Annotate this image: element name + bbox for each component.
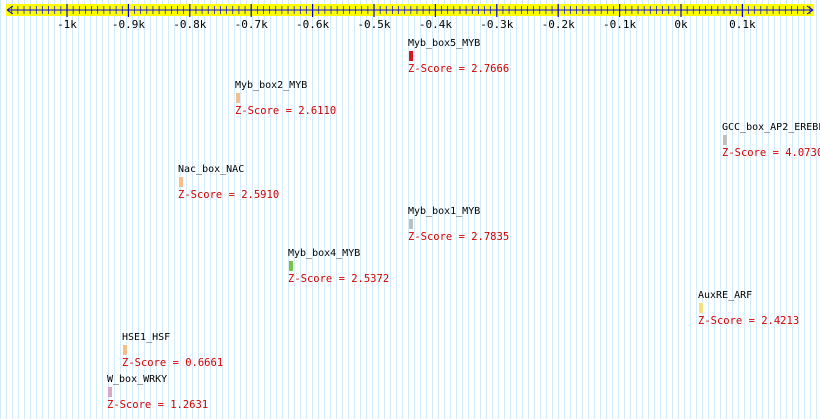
element-score: Z-Score = 4.0730 — [722, 147, 820, 159]
ruler-tick-label: -0.5k — [357, 18, 390, 31]
element-box — [108, 387, 112, 397]
ruler-tick-label: -0.2k — [542, 18, 575, 31]
element-name: GCC_box_AP2_EREBP — [722, 122, 820, 133]
element-name: AuxRE_ARF — [698, 290, 753, 301]
ruler-tick-label: -0.9k — [112, 18, 145, 31]
element-name: Myb_box2_MYB — [235, 80, 308, 91]
element-box — [409, 219, 413, 229]
ruler-major-ticks — [66, 4, 744, 17]
element-box — [699, 303, 703, 313]
element-score: Z-Score = 2.5910 — [178, 189, 280, 201]
element-marker[interactable]: Myb_box1_MYB Z-Score = 2.7835 — [408, 206, 509, 243]
element-marker[interactable]: Myb_box5_MYB Z-Score = 2.7666 — [408, 38, 509, 75]
element-name: W_box_WRKY — [107, 374, 168, 385]
element-box — [236, 93, 240, 103]
element-marker[interactable]: GCC_box_AP2_EREBP Z-Score = 4.0730 — [722, 122, 820, 159]
element-box — [123, 345, 127, 355]
element-name: HSE1_HSF — [122, 332, 171, 343]
ruler-tick-label: 0k — [674, 18, 688, 31]
element-marker[interactable]: HSE1_HSF Z-Score = 0.6661 — [122, 332, 223, 369]
element-marker[interactable]: Nac_box_NAC Z-Score = 2.5910 — [178, 164, 279, 201]
element-name: Myb_box4_MYB — [288, 248, 361, 259]
element-box — [289, 261, 293, 271]
element-box — [409, 51, 413, 61]
element-marker[interactable]: Myb_box2_MYB Z-Score = 2.6110 — [235, 80, 336, 117]
position-ruler: -1k -0.9k -0.8k -0.7k -0.6k -0.5k -0.4k -0.3k -0… — [6, 4, 814, 31]
ruler-tick-labels: -1k -0.9k -0.8k -0.7k -0.6k -0.5k -0.4k -0.3k -0… — [57, 18, 756, 31]
element-score: Z-Score = 2.4213 — [698, 315, 800, 327]
element-score: Z-Score = 2.6110 — [235, 105, 337, 117]
element-box — [723, 135, 727, 145]
element-score: Z-Score = 2.7666 — [408, 63, 510, 75]
element-score: Z-Score = 0.6661 — [122, 357, 224, 369]
element-name: Myb_box5_MYB — [408, 38, 481, 49]
ruler-tick-label: -0.4k — [419, 18, 452, 31]
element-name: Nac_box_NAC — [178, 164, 245, 175]
element-score: Z-Score = 2.5372 — [288, 273, 390, 285]
ruler-tick-label: -0.6k — [296, 18, 329, 31]
ruler-tick-label: -1k — [57, 18, 77, 31]
element-marker[interactable]: W_box_WRKY Z-Score = 1.2631 — [107, 374, 208, 411]
element-marker[interactable]: Myb_box4_MYB Z-Score = 2.5372 — [288, 248, 389, 285]
ruler-tick-label: -0.1k — [603, 18, 636, 31]
ruler-minor-ticks — [11, 6, 811, 14]
element-name: Myb_box1_MYB — [408, 206, 481, 217]
element-score: Z-Score = 2.7835 — [408, 231, 510, 243]
element-marker[interactable]: AuxRE_ARF Z-Score = 2.4213 — [698, 290, 799, 327]
ruler-tick-label: -0.3k — [480, 18, 513, 31]
element-score: Z-Score = 1.2631 — [107, 399, 209, 411]
ruler-tick-label: -0.8k — [173, 18, 206, 31]
ruler-tick-label: -0.7k — [235, 18, 268, 31]
ruler-tick-label: 0.1k — [729, 18, 756, 31]
element-box — [179, 177, 183, 187]
